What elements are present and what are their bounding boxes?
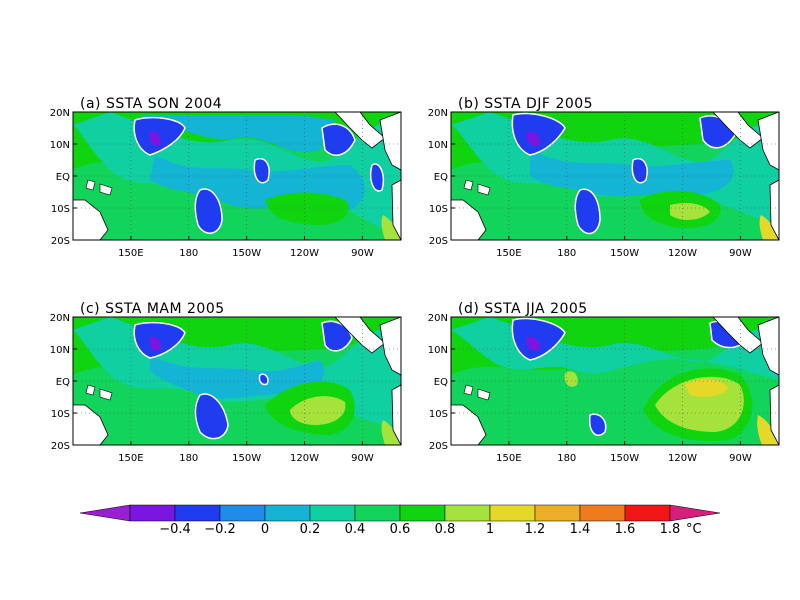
lon-axis: 150E 180 150W 120W 90W xyxy=(118,441,374,464)
lat-axis: 20N 10N EQ 10S 20S xyxy=(428,313,455,452)
colorbar-label: 1.2 xyxy=(525,522,546,537)
lon-tick-label: 90W xyxy=(351,248,374,259)
lon-tick-label: 150W xyxy=(232,248,261,259)
lon-tick-label: 90W xyxy=(729,248,752,259)
lat-tick-label: EQ xyxy=(434,377,448,388)
lon-axis: 150E 180 150W 120W 90W xyxy=(496,441,752,464)
lon-tick-label: 120W xyxy=(290,248,319,259)
colorbar-label: 1.8 xyxy=(660,522,681,537)
colorbar-label: 1 xyxy=(486,522,494,537)
gridlines xyxy=(73,112,401,240)
lat-tick-label: EQ xyxy=(434,172,448,183)
colorbar-labels: −0.4 −0.2 0 0.2 0.4 0.6 0.8 1 1.2 1.4 1.6 1.8 xyxy=(159,522,680,537)
colorbar-cell xyxy=(444,504,491,522)
lat-tick-label: 10N xyxy=(428,140,448,151)
colorbar-cell xyxy=(174,504,221,522)
lat-tick-label: 20N xyxy=(428,313,448,324)
lat-tick-label: 10S xyxy=(51,409,70,420)
lat-tick-label: 20S xyxy=(51,441,70,452)
colorbar-cell xyxy=(624,504,671,522)
lon-tick-label: 150E xyxy=(118,453,143,464)
colorbar-cell xyxy=(354,504,401,522)
colorbar-unit: °C xyxy=(686,522,702,537)
colorbar-cell xyxy=(534,504,581,522)
panel-title: (d) SSTA JJA 2005 xyxy=(458,301,588,317)
lon-tick-label: 150E xyxy=(496,248,521,259)
colorbar-label: 0.2 xyxy=(300,522,321,537)
lat-tick-label: EQ xyxy=(56,172,70,183)
lat-tick-label: 10S xyxy=(429,409,448,420)
lon-tick-label: 120W xyxy=(668,453,697,464)
colorbar-cell xyxy=(579,504,626,522)
colorbar-cell xyxy=(309,504,356,522)
lat-axis: 20N 10N EQ 10S 20S xyxy=(50,108,77,247)
panel-title: (c) SSTA MAM 2005 xyxy=(80,301,225,317)
lon-tick-label: 120W xyxy=(290,453,319,464)
lat-axis: 20N 10N EQ 10S 20S xyxy=(50,313,77,452)
lon-tick-label: 90W xyxy=(351,453,374,464)
gridlines xyxy=(73,317,401,445)
colorbar-label: −0.2 xyxy=(204,522,236,537)
lon-tick-label: 120W xyxy=(668,248,697,259)
lat-tick-label: 10S xyxy=(429,204,448,215)
lon-tick-label: 150E xyxy=(118,248,143,259)
lat-tick-label: 10S xyxy=(51,204,70,215)
panel-b: (b) SSTA DJF 2005 150E 180 150W 120W 90W 20N… xyxy=(428,96,780,259)
lat-tick-label: 20N xyxy=(50,108,70,119)
lat-tick-label: 20N xyxy=(428,108,448,119)
lon-axis: 150E 180 150W 120W 90W xyxy=(118,236,374,259)
panel-title: (a) SSTA SON 2004 xyxy=(80,96,222,112)
gridlines xyxy=(451,317,779,445)
lat-tick-label: 20S xyxy=(429,236,448,247)
colorbar-label: 1.4 xyxy=(570,522,591,537)
colorbar-cell xyxy=(219,504,266,522)
panel-a: (a) SSTA SON 2004 150E 180 150W 120W 90W 20 xyxy=(50,96,402,259)
lon-tick-label: 150W xyxy=(232,453,261,464)
colorbar-cell xyxy=(129,504,176,522)
lon-tick-label: 180 xyxy=(179,453,198,464)
lon-tick-label: 180 xyxy=(179,248,198,259)
lon-tick-label: 180 xyxy=(557,453,576,464)
lat-tick-label: 10N xyxy=(50,345,70,356)
colorbar-label: 1.6 xyxy=(615,522,636,537)
colorbar-cell xyxy=(399,504,446,522)
lon-tick-label: 150E xyxy=(496,453,521,464)
gridlines xyxy=(451,112,779,240)
lat-tick-label: 10N xyxy=(50,140,70,151)
colorbar-cell xyxy=(489,504,536,522)
lon-tick-label: 90W xyxy=(729,453,752,464)
lat-tick-label: 20N xyxy=(50,313,70,324)
colorbar: −0.4 −0.2 0 0.2 0.4 0.6 0.8 1 1.2 1.4 1.6 1.8 °C xyxy=(79,504,721,537)
colorbar-label: 0 xyxy=(261,522,269,537)
lon-axis: 150E 180 150W 120W 90W xyxy=(496,236,752,259)
lat-tick-label: 20S xyxy=(51,236,70,247)
colorbar-label: 0.6 xyxy=(390,522,411,537)
lat-tick-label: 10N xyxy=(428,345,448,356)
colorbar-overflow-triangle xyxy=(669,504,721,522)
colorbar-label: 0.4 xyxy=(345,522,366,537)
colorbar-cells xyxy=(129,504,671,522)
lon-tick-label: 150W xyxy=(610,248,639,259)
panel-title: (b) SSTA DJF 2005 xyxy=(458,96,593,112)
panel-d: (d) SSTA JJA 2005 150E 180 150W 120W 90W 20N… xyxy=(428,301,780,464)
lat-tick-label: 20S xyxy=(429,441,448,452)
panel-c: (c) SSTA MAM 2005 150E 180 150W 120W 90W 20N… xyxy=(50,301,402,464)
colorbar-cell xyxy=(264,504,311,522)
colorbar-label: 0.8 xyxy=(435,522,456,537)
lon-tick-label: 150W xyxy=(610,453,639,464)
colorbar-label: −0.4 xyxy=(159,522,191,537)
lon-tick-label: 180 xyxy=(557,248,576,259)
lat-axis: 20N 10N EQ 10S 20S xyxy=(428,108,455,247)
colorbar-underflow-triangle xyxy=(79,504,131,522)
lat-tick-label: EQ xyxy=(56,377,70,388)
